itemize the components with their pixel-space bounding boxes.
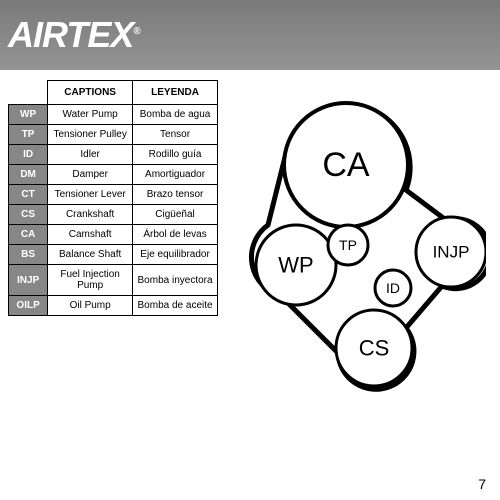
table-row: INJPFuel Injection PumpBomba inyectora (9, 265, 218, 296)
table-row: CTTensioner LeverBrazo tensor (9, 185, 218, 205)
table-row: WPWater PumpBomba de agua (9, 105, 218, 125)
leyenda-cell: Brazo tensor (133, 185, 218, 205)
leyenda-cell: Eje equilibrador (133, 245, 218, 265)
brand-logo: AIRTEX® (8, 14, 140, 56)
code-cell: WP (9, 105, 48, 125)
code-cell: BS (9, 245, 48, 265)
table-row: CACamshaftÁrbol de levas (9, 225, 218, 245)
pulley-label-wp: WP (278, 253, 313, 278)
table-row: IDIdlerRodillo guía (9, 145, 218, 165)
leyenda-cell: Bomba inyectora (133, 265, 218, 296)
brand-name: AIRTEX (8, 14, 133, 55)
table-row: DMDamperAmortiguador (9, 165, 218, 185)
leyenda-cell: Bomba de aceite (133, 296, 218, 316)
code-cell: TP (9, 125, 48, 145)
code-cell: OILP (9, 296, 48, 316)
pulley-label-injp: INJP (433, 243, 470, 262)
leyenda-cell: Amortiguador (133, 165, 218, 185)
leyenda-cell: Bomba de agua (133, 105, 218, 125)
content-area: CAPTIONS LEYENDA WPWater PumpBomba de ag… (0, 70, 500, 415)
leyenda-cell: Tensor (133, 125, 218, 145)
page-number: 7 (478, 476, 486, 492)
table-row: OILPOil PumpBomba de aceite (9, 296, 218, 316)
table-row: BSBalance ShaftEje equilibrador (9, 245, 218, 265)
table-header-row: CAPTIONS LEYENDA (9, 81, 218, 105)
belt-diagram-svg: CA INJP CS WP TP ID (226, 80, 486, 400)
caption-cell: Crankshaft (48, 205, 133, 225)
header-leyenda: LEYENDA (133, 81, 218, 105)
code-cell: CS (9, 205, 48, 225)
pulley-label-tp: TP (339, 237, 357, 253)
caption-cell: Tensioner Lever (48, 185, 133, 205)
captions-table-wrap: CAPTIONS LEYENDA WPWater PumpBomba de ag… (8, 80, 218, 405)
leyenda-cell: Cigüeñal (133, 205, 218, 225)
caption-cell: Idler (48, 145, 133, 165)
code-cell: INJP (9, 265, 48, 296)
caption-cell: Water Pump (48, 105, 133, 125)
table-body: WPWater PumpBomba de aguaTPTensioner Pul… (9, 105, 218, 316)
caption-cell: Oil Pump (48, 296, 133, 316)
pulley-label-ca: CA (322, 146, 370, 184)
leyenda-cell: Rodillo guía (133, 145, 218, 165)
caption-cell: Damper (48, 165, 133, 185)
caption-cell: Tensioner Pulley (48, 125, 133, 145)
brand-header: AIRTEX® (0, 0, 500, 70)
caption-cell: Fuel Injection Pump (48, 265, 133, 296)
header-captions: CAPTIONS (48, 81, 133, 105)
belt-diagram: CA INJP CS WP TP ID (226, 80, 492, 405)
pulley-label-cs: CS (359, 336, 390, 361)
table-row: TPTensioner PulleyTensor (9, 125, 218, 145)
code-cell: ID (9, 145, 48, 165)
table-row: CSCrankshaftCigüeñal (9, 205, 218, 225)
captions-table: CAPTIONS LEYENDA WPWater PumpBomba de ag… (8, 80, 218, 316)
caption-cell: Camshaft (48, 225, 133, 245)
pulley-label-id: ID (386, 280, 400, 296)
caption-cell: Balance Shaft (48, 245, 133, 265)
code-cell: CA (9, 225, 48, 245)
code-cell: DM (9, 165, 48, 185)
brand-registered: ® (133, 26, 139, 37)
header-empty (9, 81, 48, 105)
leyenda-cell: Árbol de levas (133, 225, 218, 245)
code-cell: CT (9, 185, 48, 205)
